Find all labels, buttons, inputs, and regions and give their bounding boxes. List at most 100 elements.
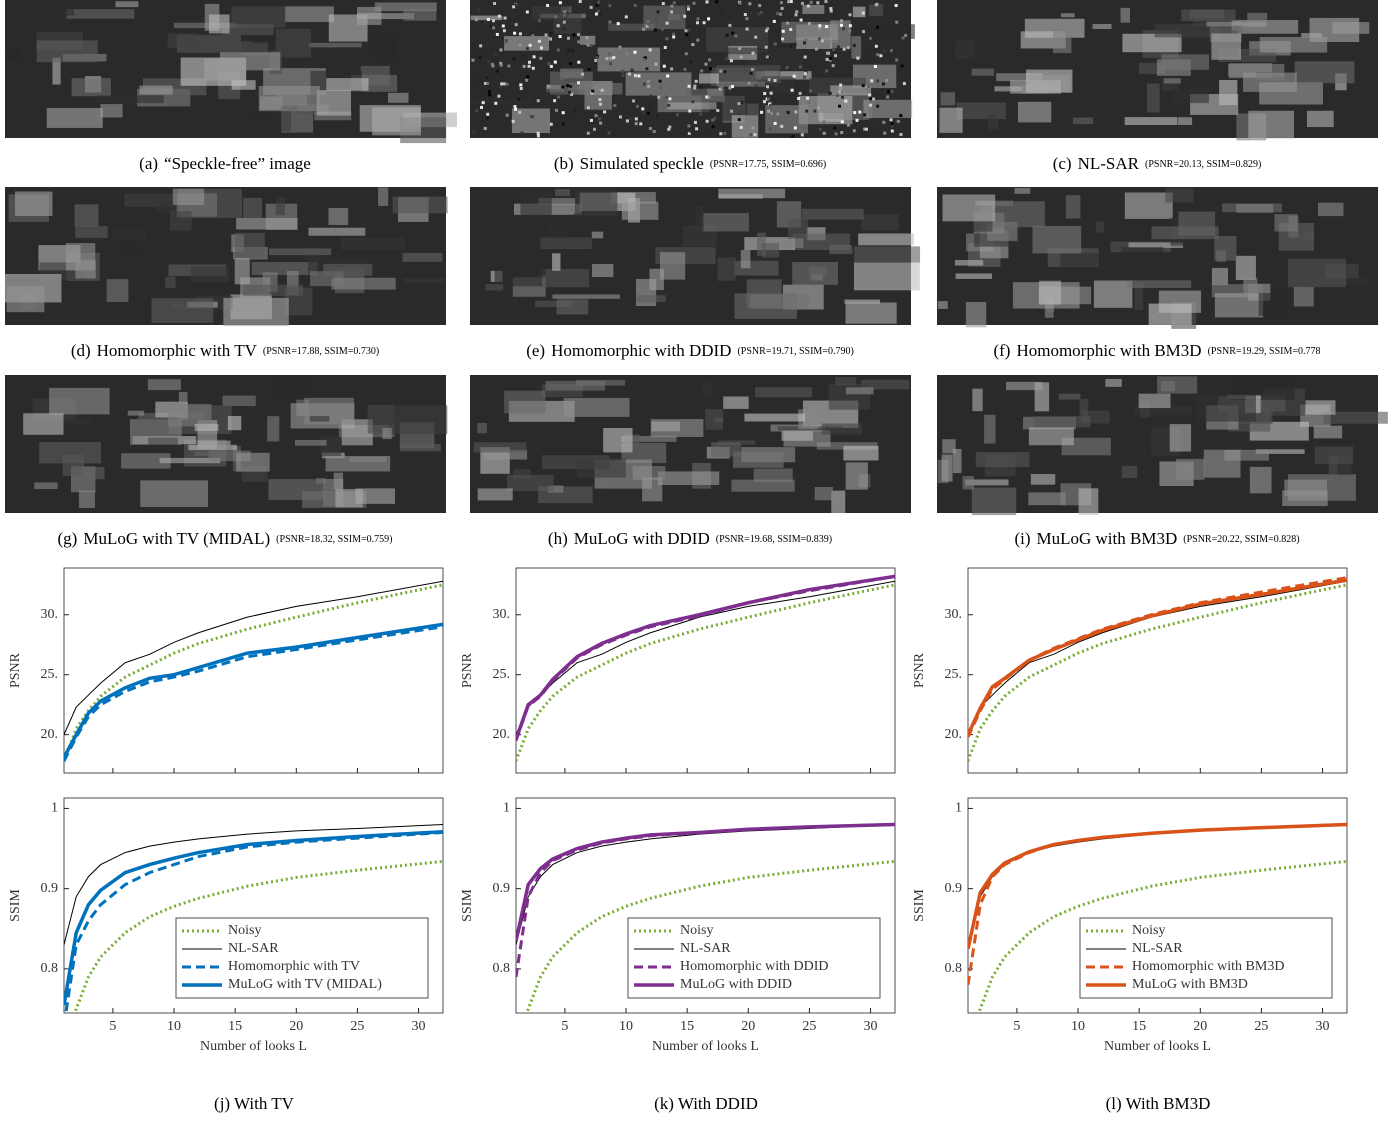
- image-speckle: [670, 10, 674, 14]
- x-axis-label: Number of looks L: [200, 1039, 307, 1054]
- image-speckle: [694, 79, 698, 83]
- image-texture: [1176, 458, 1205, 480]
- image-texture: [1072, 117, 1094, 125]
- image-speckle: [653, 28, 657, 32]
- image-speckle: [684, 29, 688, 33]
- image-texture: [1214, 293, 1264, 318]
- image-texture: [513, 469, 531, 479]
- image-speckle: [647, 79, 651, 83]
- image-speckle: [763, 92, 767, 96]
- image-speckle: [549, 64, 553, 68]
- image-speckle: [707, 17, 711, 21]
- image-texture: [97, 95, 164, 104]
- image-texture: [972, 388, 983, 412]
- image-texture: [1161, 380, 1175, 392]
- image-texture: [845, 387, 874, 395]
- image-speckle: [475, 109, 479, 113]
- image-texture: [756, 237, 804, 248]
- image-speckle: [792, 74, 796, 78]
- image-texture: [988, 114, 999, 130]
- image-speckle: [890, 89, 894, 93]
- legend-label: MuLoG with DDID: [680, 977, 792, 992]
- image-speckle: [549, 122, 553, 126]
- image-texture: [1301, 32, 1323, 38]
- image-texture: [231, 6, 286, 28]
- image-speckle: [670, 67, 674, 71]
- image-speckle: [486, 112, 490, 116]
- image-speckle: [731, 31, 735, 35]
- image-texture: [1154, 23, 1221, 38]
- image-speckle: [852, 43, 856, 47]
- image-texture: [320, 436, 342, 457]
- image-speckle: [518, 32, 522, 36]
- image-speckle: [887, 90, 891, 94]
- image-speckle: [904, 33, 908, 37]
- caption-metrics: (PSNR=20.13, SSIM=0.829): [1145, 159, 1261, 170]
- image-speckle: [902, 82, 906, 86]
- image-texture: [1039, 280, 1061, 305]
- image-speckle: [691, 100, 695, 104]
- image-texture: [236, 452, 270, 472]
- image-speckle: [537, 39, 541, 43]
- plot-lines: [516, 822, 895, 1013]
- image-texture: [703, 380, 713, 398]
- image-speckle: [621, 73, 625, 77]
- panel-caption: (b) Simulated speckle (PSNR=17.75, SSIM=0.…: [554, 154, 826, 173]
- y-tick-label: 1: [955, 801, 962, 816]
- image-speckle: [483, 126, 487, 130]
- image-speckle: [764, 29, 768, 33]
- image-speckle: [852, 129, 856, 133]
- image-speckle: [586, 106, 590, 110]
- image-speckle: [764, 45, 768, 49]
- y-tick-label: 0.8: [41, 961, 59, 976]
- image-speckle: [549, 31, 553, 35]
- image-speckle: [495, 69, 499, 73]
- caption-metrics: (PSNR=19.71, SSIM=0.790): [737, 346, 853, 357]
- image-speckle: [768, 127, 772, 131]
- image-texture: [194, 423, 219, 432]
- image-texture: [814, 486, 833, 501]
- image-texture: [374, 34, 395, 57]
- image-speckle: [789, 44, 793, 48]
- image-texture: [956, 102, 1006, 120]
- image-texture: [1173, 88, 1209, 104]
- image-speckle: [835, 93, 839, 97]
- image-speckle: [817, 26, 821, 30]
- image-speckle: [556, 48, 560, 52]
- image-speckle: [737, 102, 741, 106]
- image-speckle: [558, 1, 562, 5]
- image-texture: [1078, 488, 1099, 516]
- image-texture: [955, 40, 975, 59]
- image-speckle: [798, 65, 802, 69]
- series-line: [968, 822, 1347, 950]
- image-speckle: [570, 92, 574, 96]
- plot-lines: [516, 574, 895, 762]
- image-texture: [402, 278, 446, 283]
- image-speckle: [805, 109, 809, 113]
- image-speckle: [656, 10, 660, 14]
- image-speckle: [751, 51, 755, 55]
- y-tick-label: 0.9: [41, 881, 59, 896]
- image-texture: [781, 431, 813, 441]
- caption-label: (i): [1014, 529, 1030, 548]
- image-speckle: [609, 56, 613, 60]
- image-texture: [331, 277, 396, 290]
- image-speckle: [874, 44, 878, 48]
- image-speckle: [514, 107, 518, 111]
- image-speckle: [485, 116, 489, 120]
- image-texture: [194, 451, 224, 457]
- image-texture: [167, 33, 198, 49]
- image-speckle: [862, 30, 866, 34]
- image-speckle: [536, 99, 540, 103]
- image-speckle: [868, 93, 872, 97]
- image-speckle: [499, 61, 503, 65]
- image-texture: [573, 213, 601, 226]
- image-texture: [714, 417, 724, 423]
- image-texture: [335, 489, 363, 508]
- image-texture: [62, 454, 85, 476]
- image-speckle: [779, 1, 783, 5]
- caption-text: Homomorphic with BM3D: [1016, 341, 1201, 360]
- image-speckle: [504, 40, 508, 44]
- image-speckle: [844, 99, 848, 103]
- image-texture: [190, 266, 230, 283]
